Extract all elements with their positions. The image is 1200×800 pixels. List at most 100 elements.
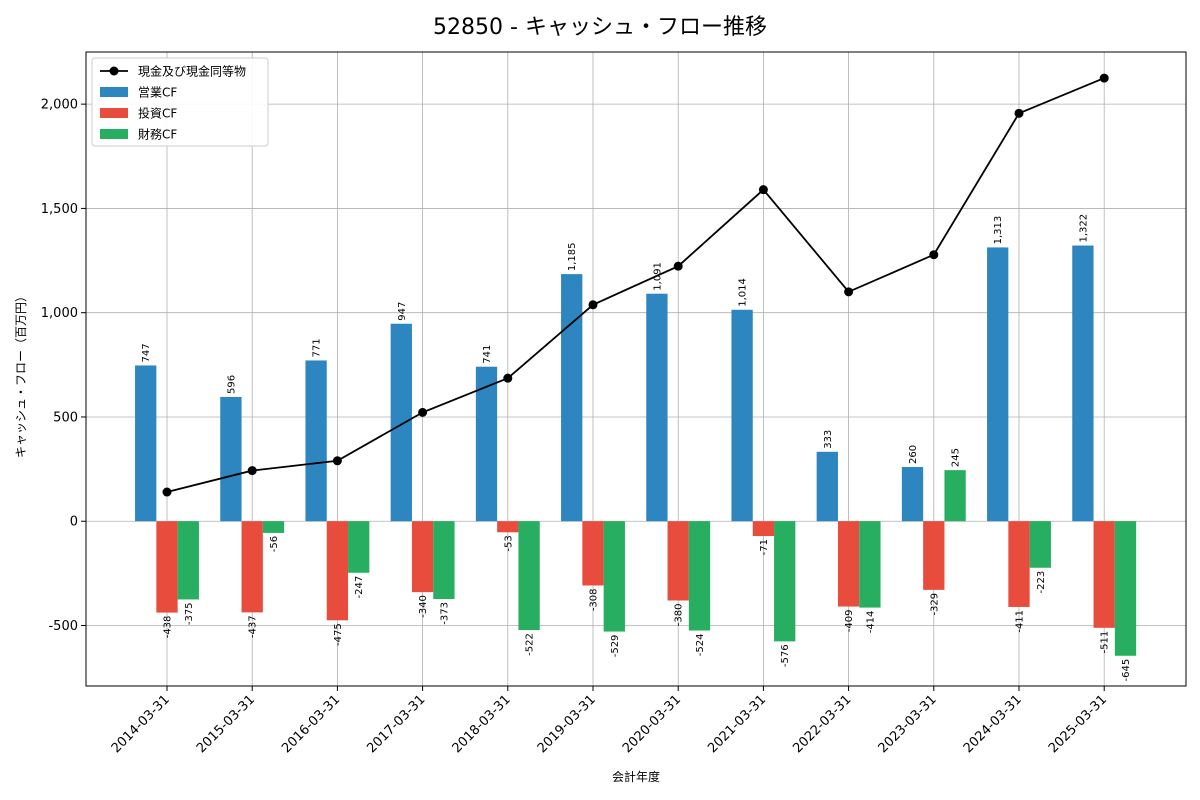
bar-投資CF — [837, 521, 860, 607]
legend-label: 投資CF — [138, 106, 177, 121]
cash-point — [673, 261, 683, 271]
data-label: 1,014 — [738, 278, 749, 307]
data-label: 1,313 — [993, 216, 1004, 245]
data-label: -375 — [184, 602, 195, 625]
bar-投資CF — [326, 521, 349, 621]
bar-財務CF — [348, 521, 370, 573]
data-label: -380 — [674, 603, 685, 626]
y-tick-label: 0 — [70, 515, 78, 530]
bar-営業CF — [390, 323, 412, 522]
chart-title: 52850 - キャッシュ・フロー推移 — [433, 15, 767, 40]
bar-営業CF — [731, 309, 753, 522]
x-axis-label: 会計年度 — [612, 769, 660, 784]
cash-line — [162, 73, 1109, 497]
legend-swatch — [100, 108, 128, 118]
bar-営業CF — [561, 274, 583, 522]
bar-財務CF — [433, 521, 455, 600]
data-label: -223 — [1036, 571, 1047, 594]
bar-財務CF — [603, 521, 625, 632]
data-label: 1,322 — [1078, 214, 1089, 243]
data-label: 1,185 — [567, 242, 578, 271]
data-label: 596 — [226, 375, 237, 394]
bar-投資CF — [241, 521, 263, 613]
data-label: -414 — [865, 611, 876, 634]
data-label: -308 — [589, 588, 600, 611]
data-label: -53 — [503, 535, 514, 551]
bar-投資CF — [667, 521, 689, 601]
data-label: -71 — [759, 539, 770, 555]
bar-財務CF — [177, 521, 199, 600]
cash-point — [247, 466, 257, 476]
bar-財務CF — [859, 521, 881, 608]
bar-財務CF — [944, 470, 966, 522]
x-tick-label: 2024-03-31 — [961, 692, 1025, 756]
cash-point — [758, 185, 768, 195]
bar-財務CF — [1114, 521, 1137, 656]
data-label: 1,091 — [652, 262, 663, 291]
cash-point — [1014, 108, 1024, 118]
legend-marker-swatch — [109, 66, 119, 76]
data-label: -524 — [695, 634, 706, 657]
cash-line-path — [166, 77, 1105, 493]
y-tick-label: -500 — [48, 619, 78, 634]
data-label: 260 — [908, 445, 919, 464]
data-label: 747 — [141, 343, 152, 362]
bar-投資CF — [156, 521, 178, 613]
bar-営業CF — [475, 366, 498, 522]
bar-営業CF — [901, 467, 924, 522]
bar-投資CF — [752, 521, 775, 537]
x-tick-label: 2021-03-31 — [705, 692, 769, 756]
bar-営業CF — [987, 247, 1009, 522]
cash-point — [332, 456, 342, 466]
bar-財務CF — [774, 521, 796, 642]
data-label: -411 — [1015, 610, 1026, 633]
bar-財務CF — [262, 521, 285, 533]
bar-営業CF — [1072, 245, 1094, 522]
x-tick-label: 2023-03-31 — [876, 692, 940, 756]
legend-swatch — [100, 87, 128, 97]
bar-投資CF — [1093, 521, 1115, 628]
plot-frame — [85, 51, 1187, 687]
legend-label: 現金及び現金同等物 — [138, 64, 246, 79]
cash-point — [844, 287, 854, 297]
x-tick-label: 2020-03-31 — [620, 692, 684, 756]
data-label: -247 — [354, 576, 365, 599]
data-label: -329 — [929, 593, 940, 616]
y-axis-label: キャッシュ・フロー（百万円） — [14, 290, 28, 458]
data-label: -475 — [333, 623, 344, 646]
legend-swatch — [100, 129, 128, 139]
bar-投資CF — [923, 521, 945, 590]
cash-point — [503, 373, 513, 383]
x-tick-label: 2022-03-31 — [790, 692, 854, 756]
y-tick-label: 1,000 — [41, 306, 78, 321]
cash-point — [588, 300, 598, 310]
cash-point — [418, 407, 428, 417]
bar-財務CF — [1029, 521, 1051, 568]
y-axis: -500 0 500 1,000 1,500 2,000 — [41, 98, 86, 634]
cash-point — [162, 487, 172, 497]
bar-営業CF — [816, 451, 838, 522]
data-label: -522 — [525, 633, 536, 656]
data-label: -576 — [780, 644, 791, 667]
x-tick-label: 2016-03-31 — [279, 692, 343, 756]
data-label: 947 — [397, 302, 408, 321]
data-label: 741 — [482, 345, 493, 364]
bar-投資CF — [497, 521, 519, 533]
data-label: -437 — [248, 615, 259, 638]
data-label: -438 — [163, 616, 174, 639]
x-tick-label: 2014-03-31 — [109, 692, 173, 756]
data-label: -409 — [844, 610, 855, 633]
x-axis: 2014-03-31 2015-03-31 2016-03-31 2017-03-31… — [109, 686, 1110, 756]
bar-営業CF — [305, 360, 327, 522]
x-tick-label: 2018-03-31 — [450, 692, 514, 756]
data-label: -645 — [1121, 659, 1132, 682]
legend-label: 営業CF — [138, 86, 177, 100]
cash-point — [1099, 73, 1109, 83]
x-tick-label: 2017-03-31 — [364, 692, 428, 756]
data-label: -56 — [269, 536, 280, 552]
data-label: -529 — [610, 635, 621, 658]
y-tick-label: 500 — [53, 410, 78, 425]
bar-営業CF — [220, 396, 242, 522]
